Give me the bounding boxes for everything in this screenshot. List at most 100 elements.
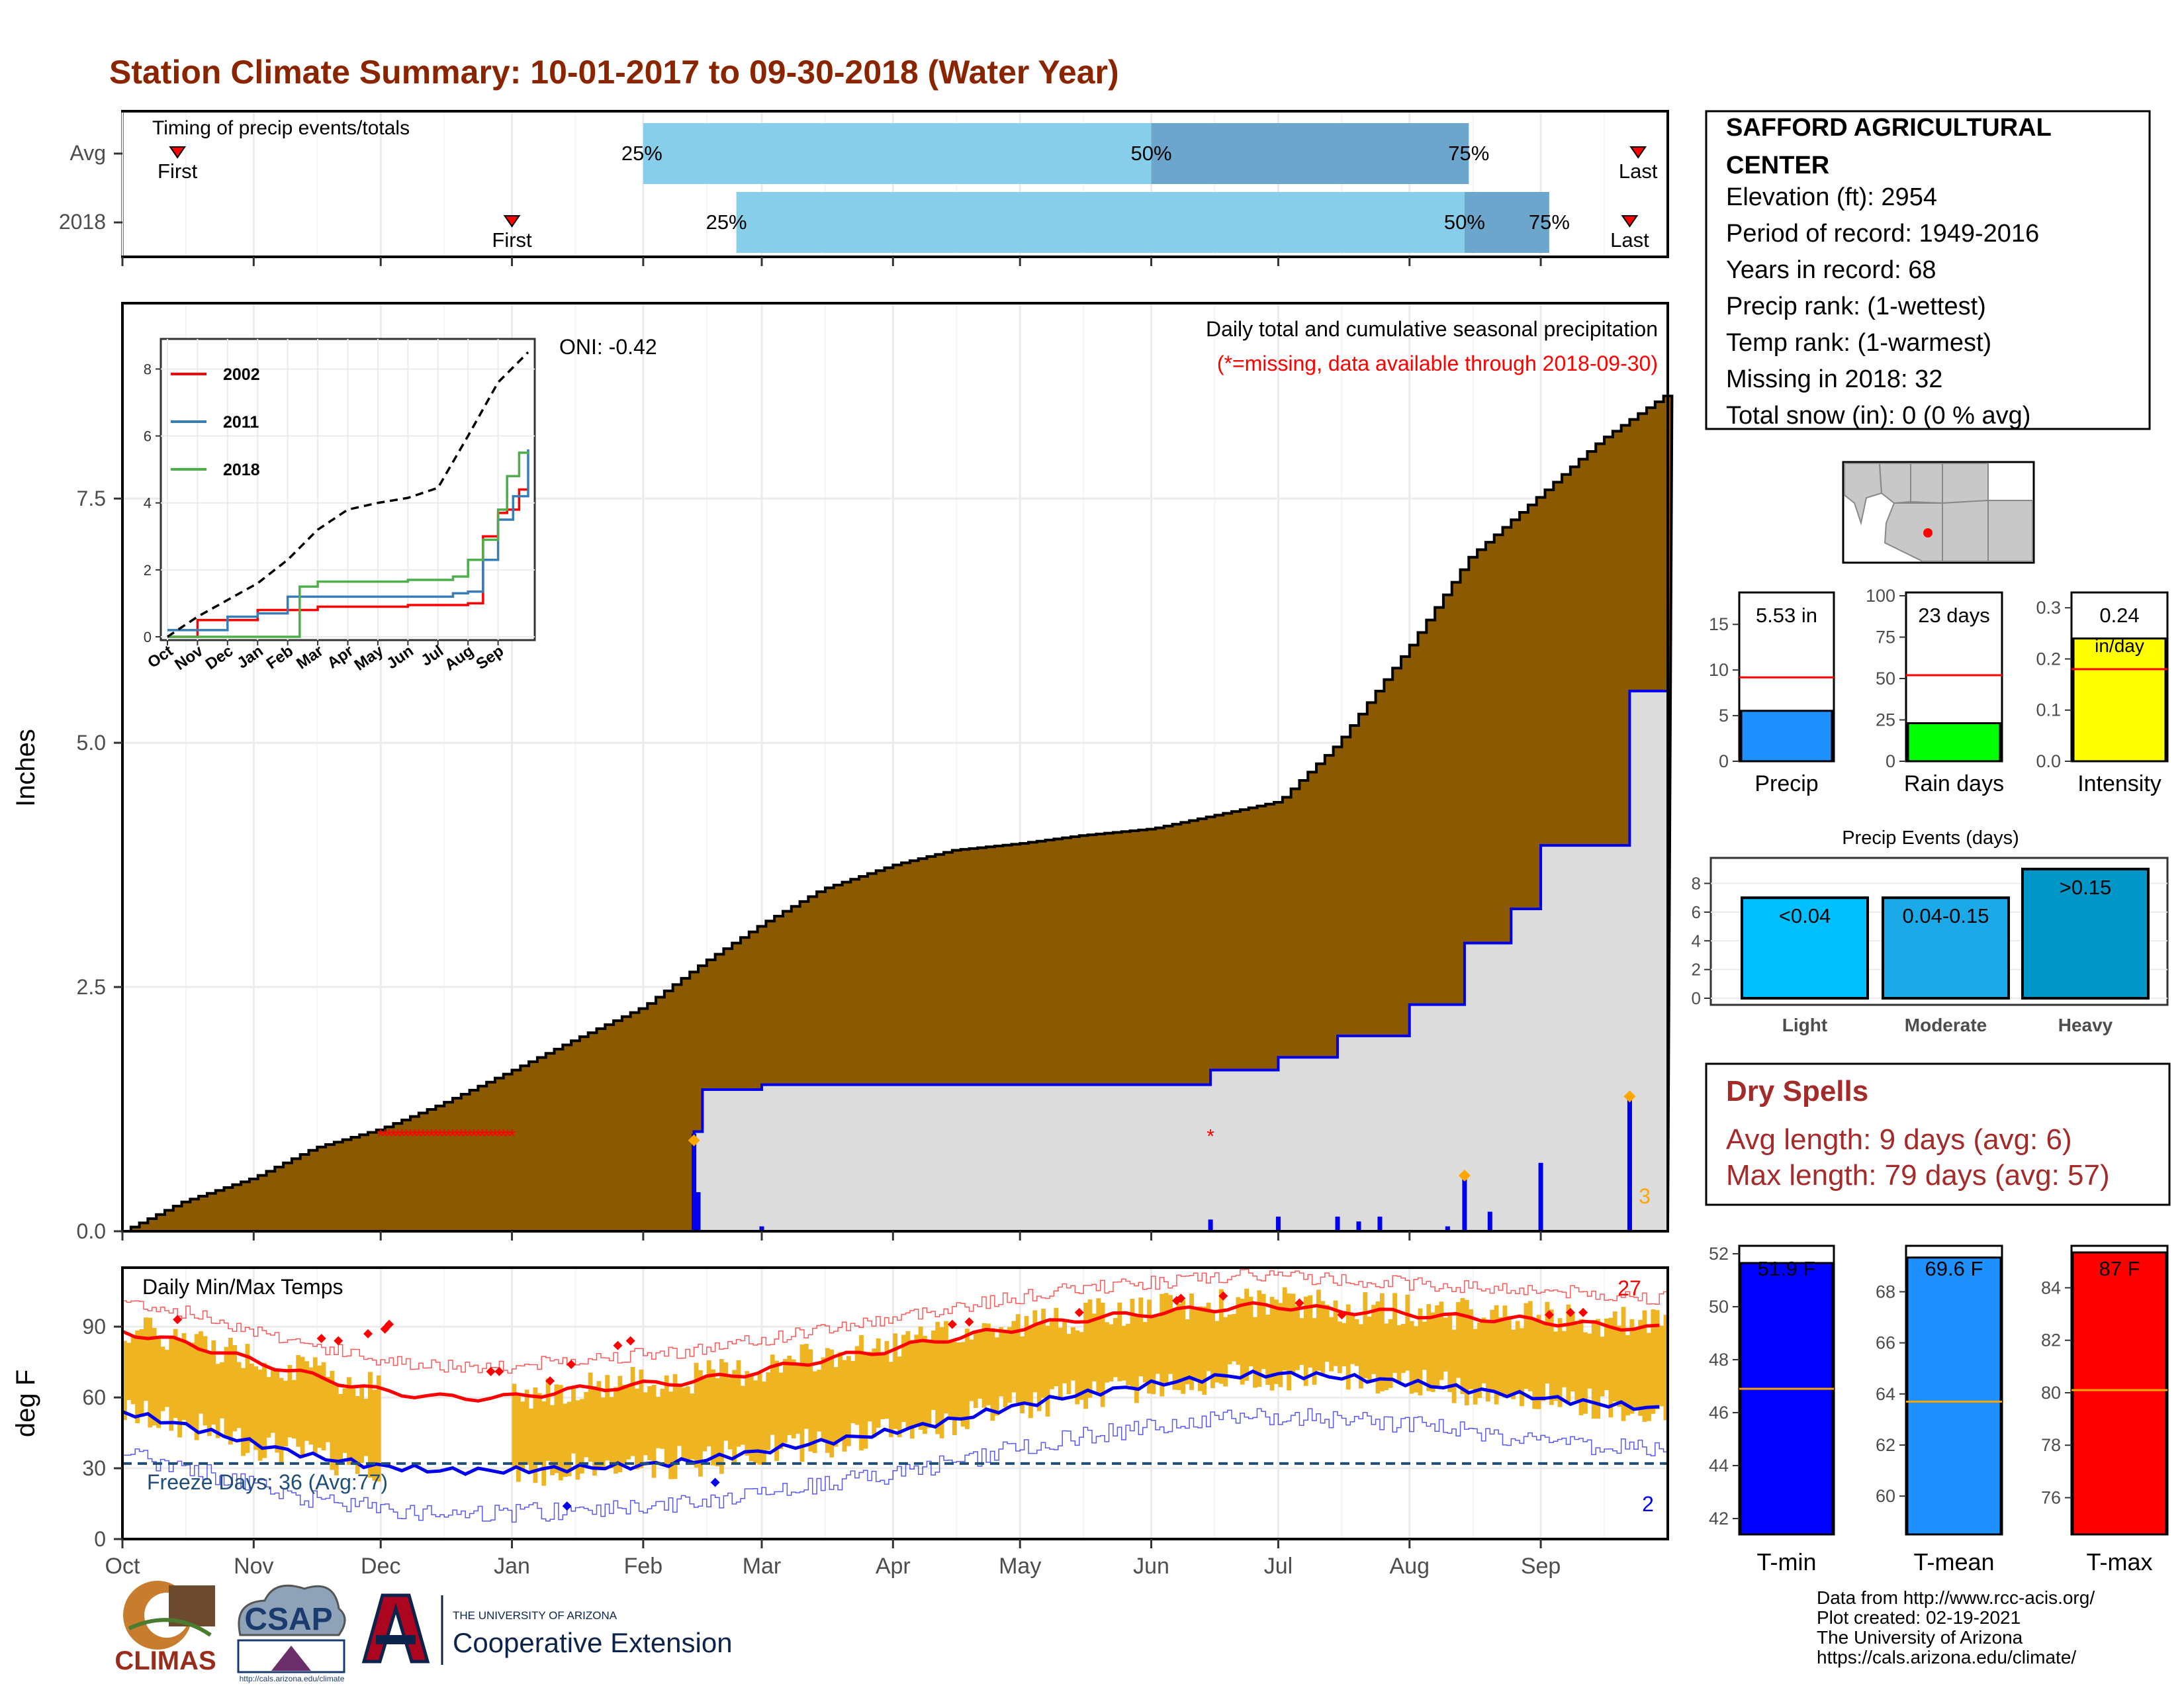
month-label-apr: Apr [876,1554,911,1579]
daily-temp-bar [571,1385,576,1454]
daily-temp-bar [880,1354,885,1420]
daily-temp-bar [1032,1310,1038,1393]
daily-temp-bar [986,1323,991,1405]
daily-temp-bar [126,1342,132,1400]
dry-spells-avg: Avg length: 9 days (avg: 6) [1726,1123,2072,1156]
daily-temp-bar [757,1373,762,1465]
oni-label: ONI: -0.42 [559,335,657,359]
daily-temp-bar [1320,1301,1326,1374]
daily-temp-bar [1176,1303,1181,1390]
record-max-marker [1578,1307,1588,1317]
daily-temp-bar [1142,1322,1148,1383]
daily-temp-bar [1426,1304,1432,1391]
daily-temp-bar [1460,1297,1465,1394]
timing-bar-50-75 [1151,123,1469,184]
daily-temp-bar [1354,1319,1359,1366]
temp-mini-y-tick-label: 46 [1709,1403,1729,1423]
daily-temp-bar [1473,1329,1478,1405]
daily-temp-bar [1091,1313,1097,1382]
temp-mini-value-label: 87 F [2099,1257,2140,1280]
timing-label-p50: 50% [1131,142,1172,165]
daily-temp-bar [516,1395,521,1482]
daily-temp-bar [1587,1333,1592,1389]
missing-marker: * [411,1125,419,1147]
precip-events-panel: Precip Events (days) 0 2 4 6 8 <0.04 Light 0.04… [1692,827,2169,1035]
avg-cumulative-area [122,395,1674,1233]
daily-temp-bar [909,1340,915,1439]
daily-temp-bar [1218,1289,1224,1384]
last-marker [1629,146,1647,159]
inset-grid [161,339,535,640]
last-marker [1621,215,1639,228]
precip-summary-bars: 5.53 in 0 5 10 15 Precip 23 days 0 25 50 75 100 Rain… [1709,586,2169,796]
daily-temp-bar [812,1371,817,1454]
last-label: Last [1610,228,1649,252]
daily-temp-bar [1342,1323,1347,1366]
daily-temp-bar [761,1382,766,1463]
station-precip-rank: Precip rank: (1-wettest) [1726,293,1986,320]
daily-precip-bar [1356,1221,1361,1231]
daily-temp-bar [893,1333,898,1429]
daily-temp-bar [1435,1305,1439,1388]
daily-temp-bar [1617,1325,1622,1407]
daily-temp-bar [1388,1319,1393,1388]
timing-x-ticks [121,257,1542,266]
daily-temp-bar [1629,1319,1635,1414]
daily-temp-bar [1287,1293,1292,1391]
daily-temp-bar [1105,1322,1109,1383]
daily-temp-bar [639,1369,644,1468]
temp-mini-y-tick-label: 52 [1709,1244,1729,1264]
daily-temp-bar [1257,1290,1262,1387]
events-y-tick-label: 8 [1692,874,1701,894]
inset-series-avg [167,351,529,638]
daily-temp-bar [1642,1310,1647,1422]
daily-temp-bar [1058,1327,1063,1398]
cumulative-2018-area [122,689,1669,1233]
daily-temp-bar [842,1360,847,1452]
temp-mini-y-tick-label: 82 [2041,1331,2061,1350]
record-max-marker [1565,1307,1575,1317]
record-max-marker [486,1366,496,1376]
daily-temp-bar [283,1380,288,1447]
daily-temp-bar [1612,1311,1617,1402]
missing-marker: * [377,1125,385,1147]
mini-y-tick-label: 50 [1876,669,1895,688]
daily-temp-bar [1430,1312,1435,1392]
daily-temp-bar [1490,1309,1495,1392]
daily-temp-bar [1574,1324,1580,1401]
daily-temp-bar [1109,1324,1114,1382]
mini-y-tick-label: 0 [1886,751,1895,771]
daily-temp-bar [690,1393,695,1460]
ua-a-crossbar-shape [376,1635,416,1644]
daily-temp-bar [143,1317,148,1401]
missing-marker: * [415,1125,423,1147]
daily-temp-bar [1621,1307,1626,1421]
station-elevation: Elevation (ft): 2954 [1726,183,1937,211]
inset-series-2018 [167,451,529,638]
daily-temp-bar [1117,1302,1122,1382]
daily-temp-bar [1299,1318,1304,1365]
daily-temp-bar [1583,1332,1588,1414]
daily-temp-bar [1591,1320,1596,1419]
daily-temp-bar [1469,1309,1474,1389]
daily-temp-bar [1329,1317,1334,1372]
daily-temp-bar [918,1327,923,1430]
daily-temp-bar [681,1387,686,1460]
daily-precip-bar [1462,1177,1467,1231]
daily-temp-bar [1439,1301,1444,1380]
daily-temp-bar [563,1403,568,1477]
daily-temp-bar [1651,1309,1656,1414]
daily-temp-bar [308,1367,314,1445]
mini-category-label: Intensity [2077,771,2161,796]
inset-y-tick-label: 4 [144,495,152,512]
station-info-box: SAFFORD AGRICULTURAL CENTER Elevation (f… [1705,110,2151,430]
daily-temp-bar [817,1370,821,1432]
temp-mini-y-tick-label: 50 [1709,1297,1729,1317]
daily-temp-bar [1253,1317,1257,1388]
freeze-days-label: Freeze Days: 36 (Avg:77) [147,1470,388,1494]
timing-row-label-avg: Avg [69,141,106,165]
timing-label-p25: 25% [706,211,747,234]
daily-temp-bar [1481,1317,1486,1383]
